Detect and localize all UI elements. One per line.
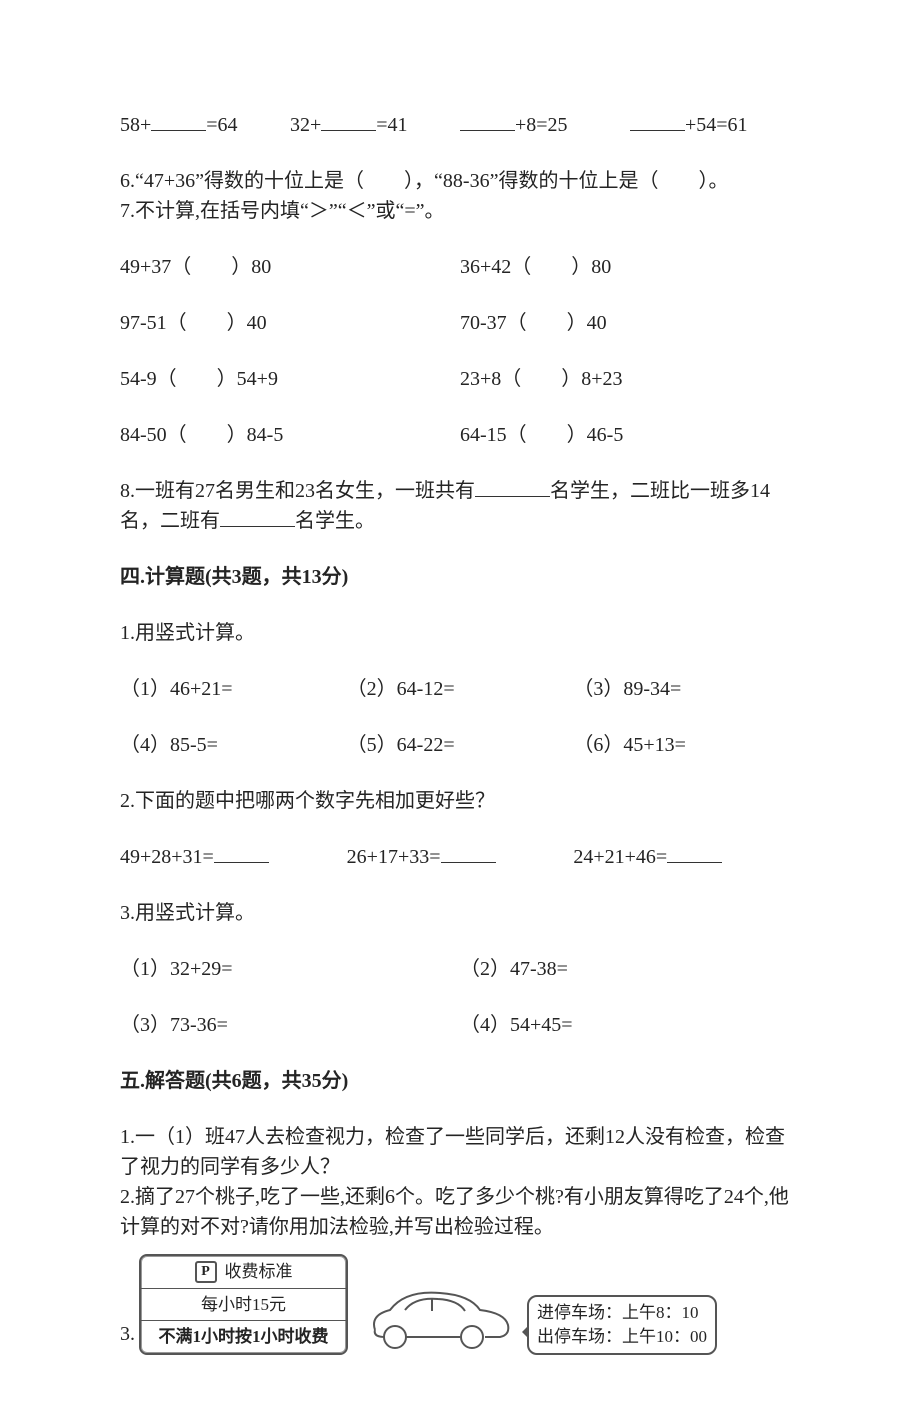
s4q3: 3.用竖式计算。 (120, 898, 800, 928)
q8: 8.一班有27名男生和23名女生，一班共有名学生，二班比一班多14名，二班有名学… (120, 476, 800, 536)
cell: （6）45+13= (573, 730, 800, 760)
section4-title: 四.计算题(共3题，共13分) (120, 562, 800, 592)
cell: （2）47-38= (460, 954, 800, 984)
cell: 49+37（ ）80 (120, 252, 460, 282)
blank (630, 110, 685, 131)
q7-row2: 97-51（ ）40 70-37（ ）40 (120, 308, 800, 338)
cell: 54-9（ ）54+9 (120, 364, 460, 394)
cell: 24+21+46= (573, 842, 800, 872)
q5-cell: +54=61 (630, 110, 800, 140)
q7-row1: 49+37（ ）80 36+42（ ）80 (120, 252, 800, 282)
cell: （1）32+29= (120, 954, 460, 984)
parking-sign-icon: P (195, 1261, 217, 1283)
s4q1: 1.用竖式计算。 (120, 618, 800, 648)
cell: （3）73-36= (120, 1010, 460, 1040)
cell: 84-50（ ）84-5 (120, 420, 460, 450)
blank (151, 110, 206, 131)
speech-line1: 进停车场：上午8：10 (537, 1301, 707, 1325)
text: +8=25 (515, 114, 568, 136)
parking-figure: P 收费标准 每小时15元 不满1小时按1小时收费 进停车场：上午8：10 出停… (139, 1254, 717, 1355)
cell: 97-51（ ）40 (120, 308, 460, 338)
q5-cell: +8=25 (460, 110, 630, 140)
parking-head-text: 收费标准 (225, 1259, 293, 1285)
text: +54=61 (685, 114, 748, 136)
speech-bubble: 进停车场：上午8：10 出停车场：上午10：00 (527, 1295, 717, 1355)
text: 49+28+31= (120, 846, 214, 868)
text: 8.一班有27名男生和23名女生，一班共有 (120, 480, 475, 502)
car-icon (360, 1275, 515, 1355)
text: 58+ (120, 114, 151, 136)
cell: 49+28+31= (120, 842, 347, 872)
text: =41 (376, 114, 407, 136)
s5q1: 1.一（1）班47人去检查视力，检查了一些同学后，还剩12人没有检查，检查了视力… (120, 1122, 800, 1182)
q5-cell: 58+ =64 (120, 110, 290, 140)
q7-row3: 54-9（ ）54+9 23+8（ ）8+23 (120, 364, 800, 394)
s4q1-row1: （1）46+21= （2）64-12= （3）89-34= (120, 674, 800, 704)
cell: 26+17+33= (347, 842, 574, 872)
q6: 6.“47+36”得数的十位上是（ ），“88-36”得数的十位上是（ ）。 (120, 166, 800, 196)
blank (441, 842, 496, 863)
parking-table: P 收费标准 每小时15元 不满1小时按1小时收费 (139, 1254, 348, 1355)
q5-row: 58+ =64 32+ =41 +8=25 +54=61 (120, 110, 800, 140)
s4q1-row2: （4）85-5= （5）64-22= （6）45+13= (120, 730, 800, 760)
s5q3: 3. P 收费标准 每小时15元 不满1小时按1小时收费 (120, 1242, 800, 1355)
cell: （4）85-5= (120, 730, 347, 760)
cell: 64-15（ ）46-5 (460, 420, 800, 450)
cell: 23+8（ ）8+23 (460, 364, 800, 394)
parking-head: P 收费标准 (141, 1256, 346, 1289)
s4q2: 2.下面的题中把哪两个数字先相加更好些？ (120, 786, 800, 816)
text: 32+ (290, 114, 321, 136)
q7: 7.不计算,在括号内填“＞”“＜”或“=”。 (120, 196, 800, 226)
parking-rate: 每小时15元 (141, 1289, 346, 1322)
s4q3-row1: （1）32+29= （2）47-38= (120, 954, 800, 984)
blank (220, 506, 295, 527)
s4q2-row: 49+28+31= 26+17+33= 24+21+46= (120, 842, 800, 872)
q3-number: 3. (120, 1319, 139, 1355)
cell: 36+42（ ）80 (460, 252, 800, 282)
blank (321, 110, 376, 131)
text: 26+17+33= (347, 846, 441, 868)
section5-title: 五.解答题(共6题，共35分) (120, 1066, 800, 1096)
blank (475, 476, 550, 497)
blank (460, 110, 515, 131)
text: 24+21+46= (573, 846, 667, 868)
q5-cell: 32+ =41 (290, 110, 460, 140)
cell: 70-37（ ）40 (460, 308, 800, 338)
cell: （2）64-12= (347, 674, 574, 704)
blank (667, 842, 722, 863)
speech-line2: 出停车场：上午10：00 (537, 1325, 707, 1349)
cell: （1）46+21= (120, 674, 347, 704)
parking-note: 不满1小时按1小时收费 (141, 1321, 346, 1353)
s5q2: 2.摘了27个桃子,吃了一些,还剩6个。吃了多少个桃?有小朋友算得吃了24个,他… (120, 1182, 800, 1242)
s4q3-row2: （3）73-36= （4）54+45= (120, 1010, 800, 1040)
blank (214, 842, 269, 863)
q7-row4: 84-50（ ）84-5 64-15（ ）46-5 (120, 420, 800, 450)
text: 名学生。 (295, 510, 375, 532)
cell: （4）54+45= (460, 1010, 800, 1040)
text: =64 (206, 114, 237, 136)
worksheet-page: 58+ =64 32+ =41 +8=25 +54=61 6.“47+36”得数的十… (0, 0, 920, 1415)
cell: （5）64-22= (347, 730, 574, 760)
cell: （3）89-34= (573, 674, 800, 704)
